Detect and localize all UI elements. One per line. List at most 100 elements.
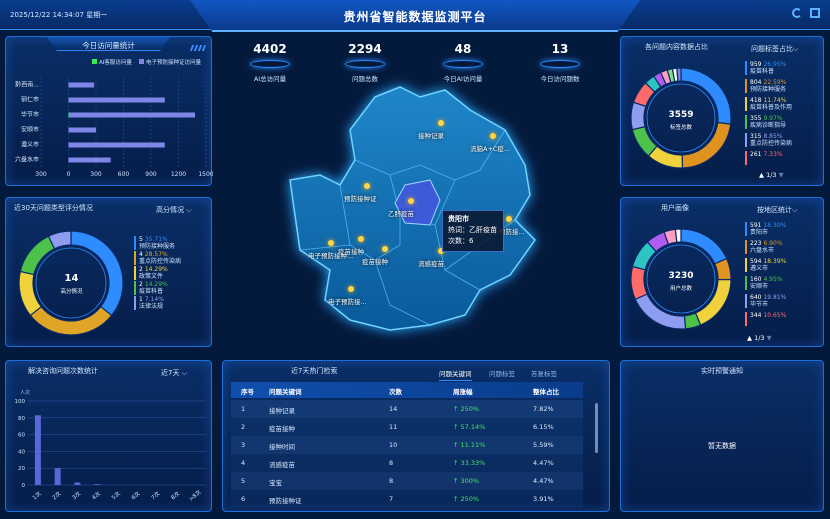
legend-item: 591 18.30% 贵阳市 — [745, 222, 823, 236]
cell-count: 11 — [389, 423, 398, 431]
tag-share-dropdown[interactable]: 问题标签占比⌵ — [751, 44, 798, 54]
fullscreen-icon[interactable] — [810, 8, 820, 18]
legend-value: 1 7.14% — [139, 296, 164, 303]
bar[interactable] — [74, 482, 81, 485]
y-tick-label: 100 — [15, 399, 26, 405]
refresh-icon[interactable] — [792, 8, 802, 18]
bar-vaccine[interactable] — [68, 142, 165, 148]
eval30-donut-chart — [18, 230, 124, 336]
tag-share-center-label: 标签总数 — [669, 125, 692, 131]
next-page-icon[interactable]: ▼ — [766, 334, 772, 342]
page-title: 贵州省智能数据监测平台 — [343, 10, 487, 24]
legend-name: 贵阳市 — [750, 229, 769, 236]
resolved-unit: 人次 — [20, 390, 31, 396]
stat-label: 问题总数 — [352, 75, 378, 83]
donut-slice[interactable] — [680, 228, 728, 265]
map-highlight-guiyang[interactable] — [394, 179, 441, 226]
cell-share: 4.47% — [533, 477, 554, 485]
map-marker-icon[interactable] — [382, 246, 388, 252]
legend-count: 640 — [750, 294, 762, 301]
legend-percent: 35.71% — [144, 236, 168, 243]
eval30-dropdown[interactable]: 高分情况 ⌵ — [156, 205, 192, 215]
bar-vaccine[interactable] — [68, 82, 95, 88]
tag-share-panel: 各问题内容数据占比 问题标签占比⌵ 3559 标签总数 959 26.95% 疫苗科… — [620, 36, 824, 186]
bar[interactable] — [54, 468, 61, 485]
tab-reply-tags[interactable]: 答复标签 — [531, 370, 557, 378]
legend-swatch — [745, 222, 747, 236]
cell-share: 7.82% — [533, 405, 554, 413]
bar-ai[interactable] — [68, 112, 70, 118]
y-category-label: 铜仁市 — [21, 96, 39, 104]
alerts-empty: 暂无数据 — [708, 442, 736, 450]
bar[interactable] — [94, 484, 101, 485]
map-marker-icon[interactable] — [358, 236, 364, 242]
map-marker-icon[interactable] — [328, 240, 334, 246]
table-row[interactable]: 2 疫苗接种 11 ↑ 57.14% 6.15% — [231, 418, 583, 436]
map-hot-word: 流感疫苗 — [418, 260, 444, 268]
cell-kw: 疫苗接种 — [269, 425, 295, 433]
donut-slice[interactable] — [634, 293, 687, 330]
legend-percent: 14.29% — [144, 281, 168, 288]
legend-count: 418 — [750, 97, 762, 104]
bar[interactable] — [34, 415, 41, 485]
x-category-label: 6次 — [129, 489, 141, 501]
user-profile-pager[interactable]: ▲ 1/3 ▼ — [747, 334, 772, 342]
next-page-icon[interactable]: ▼ — [778, 171, 784, 179]
tooltip-count-value: 6 — [469, 237, 474, 245]
bar-vaccine[interactable] — [68, 157, 111, 163]
cell-count: 8 — [389, 477, 394, 485]
map-marker-icon[interactable] — [348, 286, 354, 292]
cell-kw: 接种时间 — [269, 443, 295, 451]
bar-vaccine[interactable] — [68, 112, 196, 118]
map-hot-word: 电子预防接种... — [308, 252, 354, 260]
tab-keywords[interactable]: 问题关键词 — [439, 368, 472, 381]
resolved-dropdown-label: 近7天 — [161, 369, 180, 377]
y-category-label: 安顺市 — [21, 126, 39, 134]
donut-slice[interactable] — [47, 230, 72, 250]
stat-value: 48 — [454, 42, 472, 56]
legend-value: 959 26.95% — [750, 61, 786, 68]
tag-share-pager[interactable]: ▲ 1/3 ▼ — [759, 171, 784, 179]
prev-page-icon[interactable]: ▲ — [747, 334, 752, 342]
user-profile-dropdown[interactable]: 按地区统计⌵ — [757, 205, 797, 215]
tab-question-tags[interactable]: 问题标签 — [489, 370, 515, 378]
table-row[interactable]: 6 预防接种证 7 ↑ 250% 3.91% — [231, 490, 583, 508]
table-scrollbar[interactable] — [595, 403, 598, 453]
table-row[interactable]: 1 接种记录 14 ↑ 250% 7.82% — [231, 400, 583, 418]
tag-share-center-value: 3559 — [668, 110, 694, 120]
map-marker-icon[interactable] — [506, 216, 512, 222]
prev-page-icon[interactable]: ▲ — [759, 171, 764, 179]
legend-percent: 8.85% — [763, 133, 783, 140]
legend-swatch — [745, 97, 747, 111]
legend-name: 法律法规 — [139, 303, 164, 310]
table-row[interactable]: 3 接种时间 10 ↑ 11.11% 5.59% — [231, 436, 583, 454]
donut-slice[interactable] — [676, 67, 682, 82]
eval30-title: 近30天问题类型评分情况 — [14, 204, 93, 212]
legend-swatch — [745, 61, 747, 75]
stat-base-icon — [540, 60, 580, 68]
map-marker-icon[interactable] — [364, 183, 370, 189]
legend-item: 223 6.90% 六盘水市 — [745, 240, 823, 254]
legend-percent: 19.81% — [763, 294, 787, 301]
table-row[interactable]: 5 宝宝 8 ↑ 300% 4.47% — [231, 472, 583, 490]
map-marker-icon[interactable] — [438, 248, 444, 254]
resolved-dropdown[interactable]: 近7天 ⌵ — [161, 368, 187, 378]
bar-vaccine[interactable] — [68, 97, 165, 103]
legend-percent: 26.95% — [763, 61, 787, 68]
x-category-label: 7次 — [149, 489, 161, 501]
map-hot-word: 流脑A+C疫... — [470, 145, 511, 153]
map-marker-icon[interactable] — [490, 133, 496, 139]
donut-slice[interactable] — [674, 228, 682, 243]
tooltip-count: 次数：6 — [448, 236, 498, 247]
cell-no: 1 — [241, 405, 246, 413]
legend-count: 959 — [750, 61, 762, 68]
map-marker-icon[interactable] — [438, 120, 444, 126]
legend-name: 毕节市 — [750, 301, 769, 308]
chevron-down-icon: ⌵ — [181, 369, 188, 377]
map-marker-icon[interactable] — [408, 198, 414, 204]
donut-slice[interactable] — [29, 305, 113, 336]
legend-swatch — [134, 296, 136, 310]
bar-vaccine[interactable] — [68, 127, 97, 133]
table-row[interactable]: 4 流感疫苗 8 ↑ 33.33% 4.47% — [231, 454, 583, 472]
map-hot-word: 疫苗接种 — [362, 258, 388, 266]
